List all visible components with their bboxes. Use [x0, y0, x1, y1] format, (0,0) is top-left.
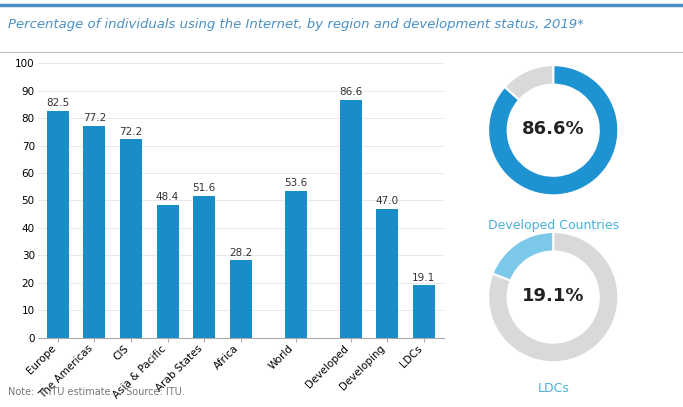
Text: 86.6: 86.6	[339, 87, 362, 97]
Bar	[229, 260, 252, 338]
Text: 53.6: 53.6	[284, 178, 307, 188]
Text: 51.6: 51.6	[193, 183, 216, 193]
Wedge shape	[505, 65, 553, 100]
Text: LDCs: LDCs	[538, 382, 569, 395]
Bar	[193, 196, 215, 338]
Bar	[413, 285, 435, 338]
Bar	[83, 126, 105, 338]
Text: 19.1%: 19.1%	[522, 287, 585, 305]
Bar	[285, 190, 307, 338]
Bar	[376, 209, 398, 338]
Text: 72.2: 72.2	[120, 127, 143, 137]
Bar	[339, 100, 361, 338]
Text: 19.1: 19.1	[412, 273, 436, 282]
Text: 82.5: 82.5	[46, 98, 70, 108]
Text: 48.4: 48.4	[156, 192, 179, 202]
Wedge shape	[492, 232, 553, 280]
Bar	[156, 205, 178, 338]
Text: 28.2: 28.2	[229, 247, 253, 258]
Wedge shape	[488, 65, 618, 195]
Text: Percentage of individuals using the Internet, by region and development status, : Percentage of individuals using the Inte…	[8, 18, 584, 31]
Bar	[46, 111, 69, 338]
Bar	[120, 140, 142, 338]
Text: 86.6%: 86.6%	[522, 120, 585, 138]
Text: Developed Countries: Developed Countries	[488, 219, 619, 232]
Text: Note:  * ITU estimate.    Source: ITU.: Note: * ITU estimate. Source: ITU.	[8, 387, 185, 397]
Wedge shape	[488, 232, 618, 362]
Text: 77.2: 77.2	[83, 113, 106, 123]
Text: 47.0: 47.0	[376, 196, 399, 206]
